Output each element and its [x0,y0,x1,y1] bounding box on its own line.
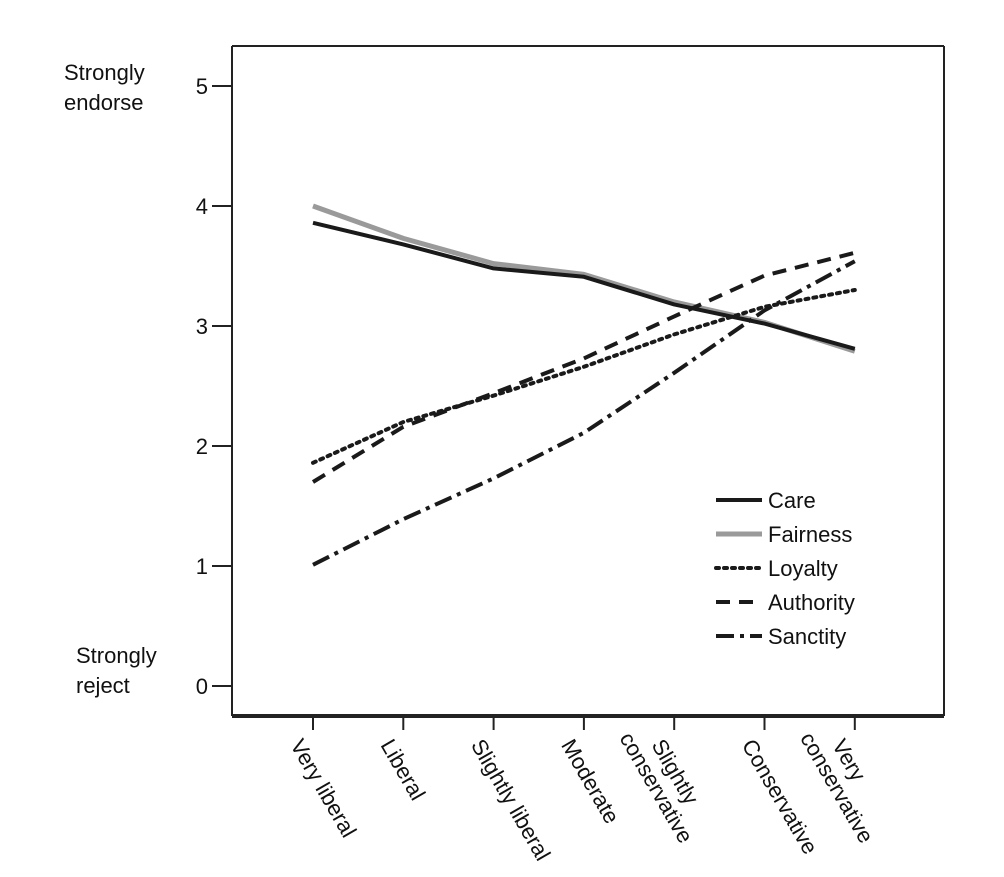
x-category-label-3-line-0: Moderate [556,735,624,828]
y-tick-label-4: 4 [196,194,208,219]
series-line-care [313,223,855,349]
legend-label-fairness: Fairness [768,522,852,547]
x-category-label-2-line-0: Slightly liberal [466,735,556,865]
y-tick-label-2: 2 [196,434,208,459]
legend-label-loyalty: Loyalty [768,556,838,581]
series-line-loyalty [313,290,855,463]
x-category-label-2: Slightly liberal [466,735,556,865]
x-category-label-1: Liberal [376,735,431,805]
y-tick-label-3: 3 [196,314,208,339]
legend-label-authority: Authority [768,590,855,615]
legend-label-sanctity: Sanctity [768,624,846,649]
x-category-label-0-line-0: Very liberal [285,735,361,842]
x-category-label-3: Moderate [556,735,624,828]
y-tick-label-5: 5 [196,74,208,99]
y-anchor-bottom-line-0: Strongly [76,643,157,668]
y-tick-label-0: 0 [196,674,208,699]
x-category-label-1-line-0: Liberal [376,735,431,805]
y-anchor-bottom-line-1: reject [76,673,130,698]
x-category-label-4: Slightlyconservative [615,716,719,848]
x-category-label-0: Very liberal [285,735,361,842]
y-tick-label-1: 1 [196,554,208,579]
y-anchor-top-line-1: endorse [64,90,144,115]
legend-label-care: Care [768,488,816,513]
y-anchor-top-line-0: Strongly [64,60,145,85]
